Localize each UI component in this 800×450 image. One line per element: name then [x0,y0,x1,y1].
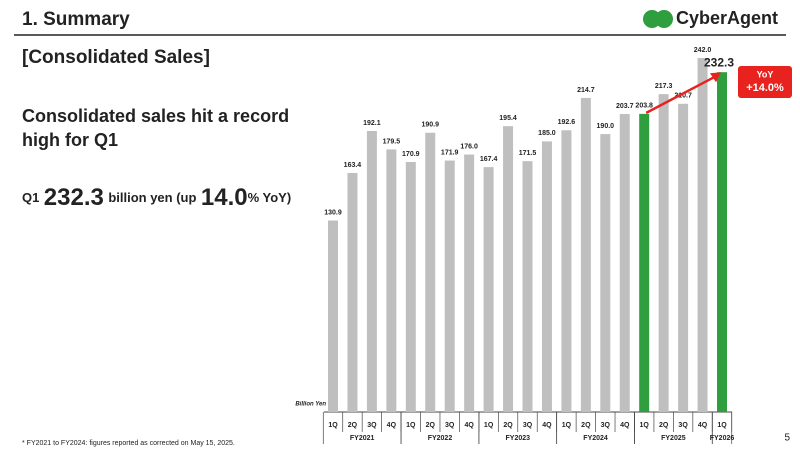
bar [541,141,552,412]
group-label: FY2022 [428,435,453,442]
value-label: 167.4 [480,156,498,163]
bar [503,126,514,413]
yoy-value: +14.0% [746,82,784,94]
bar [347,172,358,412]
summary-period: Q1 [22,190,39,205]
bar [425,132,436,413]
x-tick-label: 4Q [464,422,474,429]
bar [717,72,727,412]
headline: Consolidated sales hit a record high for… [22,106,290,150]
value-label: 203.8 [635,103,653,110]
value-label: 171.5 [519,150,537,157]
value-label: 130.9 [324,209,342,216]
unit-label: Billion Yen [295,402,326,408]
x-tick-label: 3Q [601,422,611,429]
x-tick-label: 1Q [717,422,727,429]
page-number: 5 [784,433,790,444]
value-label: 176.0 [460,143,478,150]
x-tick-label: 2Q [581,422,591,429]
group-label: FY2023 [506,435,531,442]
bar [639,113,650,413]
bar [600,134,611,413]
x-tick-label: 2Q [503,422,513,429]
bar [678,103,689,412]
x-tick-label: 3Q [678,422,688,429]
value-label: 179.5 [383,138,401,145]
value-label: 192.6 [558,119,576,126]
yoy-arrow [645,75,717,114]
x-tick-label: 1Q [562,422,572,429]
group-label: FY2025 [661,435,686,442]
bar [386,149,397,413]
logo-text: CyberAgent [676,8,778,28]
x-tick-label: 3Q [367,422,377,429]
bar [483,167,494,412]
page-title: 1. Summary [22,9,130,30]
value-label: 171.9 [441,149,459,156]
value-label: 210.7 [674,93,692,100]
bar [328,220,338,412]
bar [366,130,377,413]
summary-text: % YoY) [248,190,292,205]
bar [697,58,708,412]
x-tick-label: 1Q [406,422,416,429]
value-label: 214.7 [577,87,595,94]
value-label: 242.0 [694,47,712,54]
x-tick-label: 2Q [659,422,669,429]
x-tick-label: 1Q [328,422,338,429]
value-label: 217.3 [655,83,673,90]
value-label: 232.3 [704,55,734,69]
chart: Billion Yen130.91Q163.42Q192.13Q179.54QF… [295,47,792,444]
bar [522,161,533,412]
bar [405,162,416,412]
bar [658,94,669,412]
group-label: FY2021 [350,435,375,442]
bar [580,97,591,413]
value-label: 192.1 [363,120,381,127]
value-label: 195.4 [499,115,517,122]
x-tick-label: 4Q [698,422,708,429]
summary: Q1 232.3 billion yen (up 14.0% YoY) [22,184,291,211]
x-tick-label: 3Q [523,422,533,429]
value-label: 185.0 [538,130,556,137]
bar [561,130,572,412]
section-title: [Consolidated Sales] [22,47,210,68]
group-label: FY2026 [710,435,735,442]
x-tick-label: 4Q [542,422,552,429]
yoy-arrowhead [710,72,721,83]
group-label: FY2024 [583,435,608,442]
x-tick-label: 1Q [640,422,650,429]
x-tick-label: 3Q [445,422,455,429]
value-label: 190.0 [597,123,615,130]
x-tick-label: 2Q [426,422,436,429]
value-label: 190.9 [421,122,439,129]
bar [444,160,455,412]
x-tick-label: 2Q [348,422,358,429]
bar [464,154,475,412]
value-label: 170.9 [402,151,420,158]
value-label: 203.7 [616,103,634,110]
headline-box: Consolidated sales hit a record high for… [22,106,290,150]
value-label: 163.4 [344,162,362,169]
bar [619,114,630,412]
yoy-box [738,66,792,98]
summary-amount: 232.3 [44,184,104,211]
summary-growth: 14.0 [201,184,248,211]
x-tick-label: 4Q [620,422,630,429]
logo-mark [655,10,673,28]
x-tick-label: 1Q [484,422,494,429]
yoy-label: YoY [757,69,774,79]
x-tick-label: 4Q [387,422,397,429]
summary-text: billion yen (up [108,190,196,205]
footnote: * FY2021 to FY2024: figures reported as … [22,440,235,447]
